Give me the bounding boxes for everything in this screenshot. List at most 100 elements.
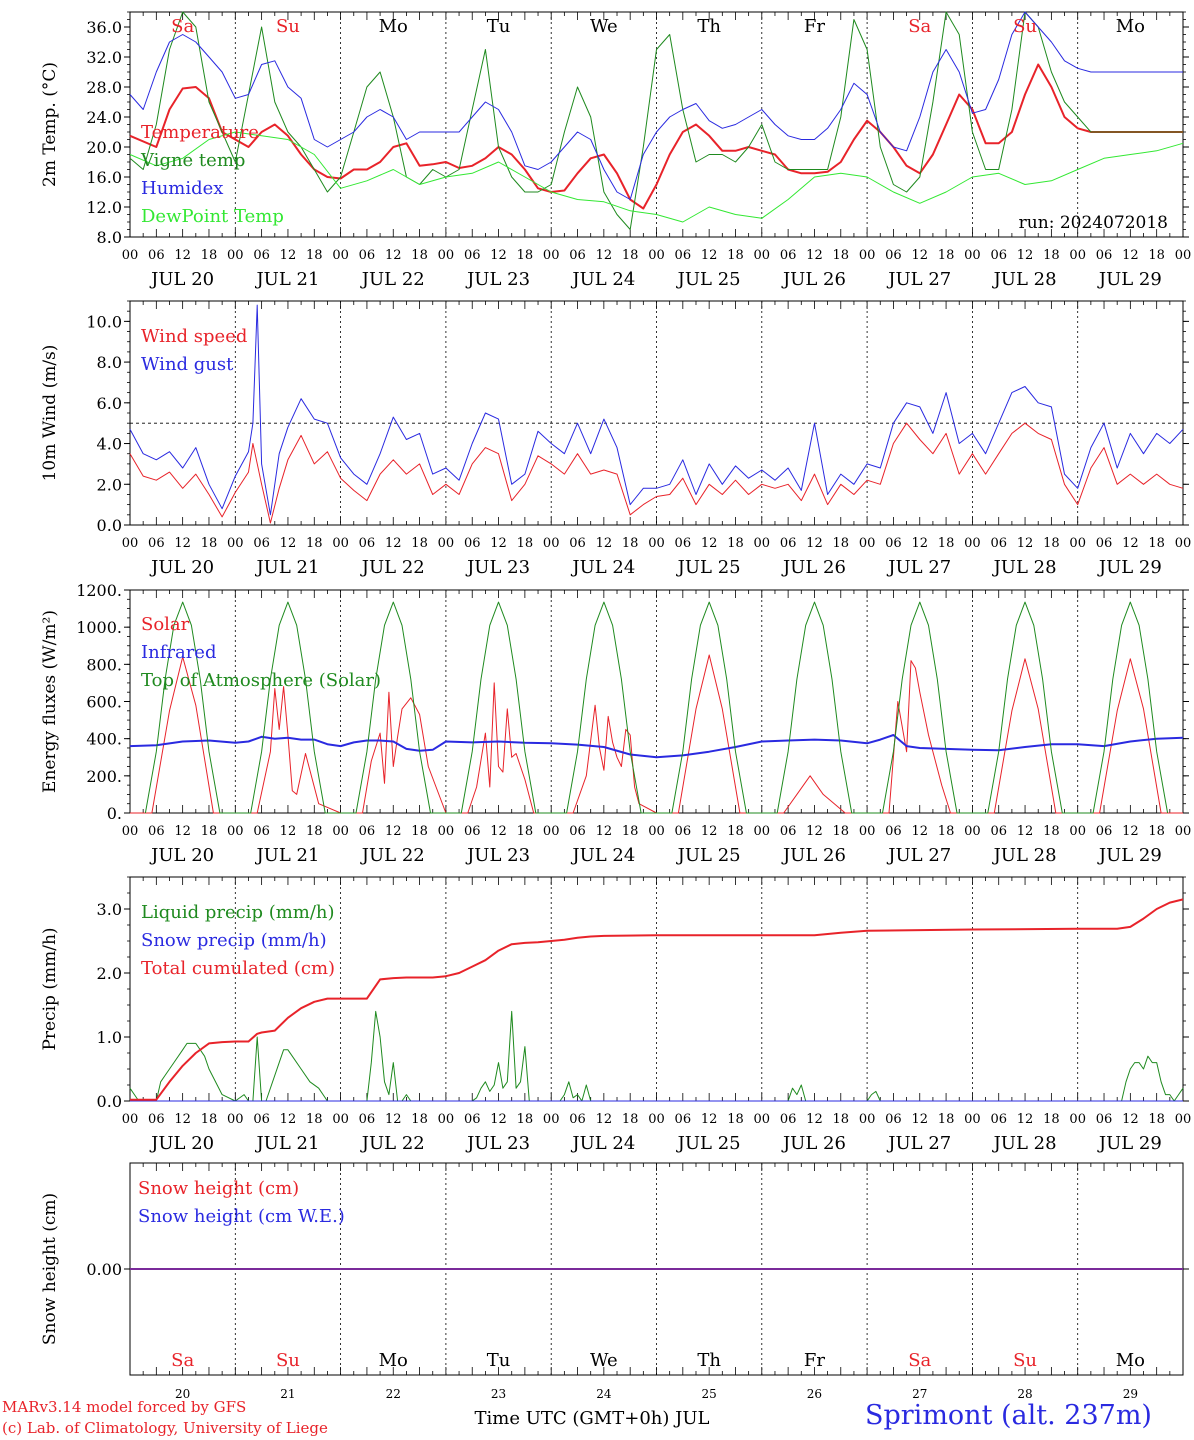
hour-tick-label: 06 xyxy=(990,248,1007,263)
hour-tick-label: 06 xyxy=(569,248,586,263)
hour-tick-label: 12 xyxy=(911,824,928,839)
hour-tick-label: 18 xyxy=(517,1112,534,1127)
hour-tick-label: 18 xyxy=(1148,824,1165,839)
hour-tick-label: 00 xyxy=(332,536,349,551)
hour-tick-label: 12 xyxy=(385,824,402,839)
legend-entry: Snow height (cm) xyxy=(138,1178,299,1199)
panel-4 xyxy=(124,876,1189,1102)
hour-tick-label: 00 xyxy=(964,824,981,839)
day-date-label: JUL 28 xyxy=(992,1133,1057,1154)
day-date-label: JUL 22 xyxy=(360,845,425,866)
y-tick-label: 32.0 xyxy=(86,48,122,67)
hour-tick-label: 06 xyxy=(885,248,902,263)
hour-tick-label: 00 xyxy=(754,536,771,551)
hour-tick-label: 06 xyxy=(885,824,902,839)
panel-5 xyxy=(124,1162,1189,1376)
hour-tick-label: 06 xyxy=(359,248,376,263)
hour-tick-label: 06 xyxy=(1096,536,1113,551)
weekday-label: We xyxy=(590,16,618,37)
y-tick-label: 10.0 xyxy=(86,312,122,331)
hour-tick-label: 00 xyxy=(964,1112,981,1127)
y-axis-title: Snow height (cm) xyxy=(40,1193,60,1345)
series-line-dewpoint-temp xyxy=(129,131,1184,223)
day-date-label: JUL 26 xyxy=(781,269,846,290)
weekday-label: Mo xyxy=(1116,16,1145,37)
hour-tick-label: 18 xyxy=(727,248,744,263)
hour-tick-label: 00 xyxy=(648,248,665,263)
legend-entry: Humidex xyxy=(141,178,223,199)
hour-tick-label: 06 xyxy=(885,536,902,551)
series-line-temperature xyxy=(129,63,1183,210)
hour-tick-label: 00 xyxy=(227,824,244,839)
series-line-humidex xyxy=(129,11,1183,200)
legend-entry: Solar xyxy=(141,614,190,635)
hour-tick-label: 06 xyxy=(253,1112,270,1127)
hour-tick-label: 00 xyxy=(1175,248,1192,263)
day-date-label: JUL 23 xyxy=(465,1133,530,1154)
hour-tick-label: 06 xyxy=(569,1112,586,1127)
y-tick-label: 4.0 xyxy=(97,435,122,454)
hour-tick-label: 12 xyxy=(1017,536,1034,551)
day-date-label: JUL 23 xyxy=(465,269,530,290)
hour-tick-label: 12 xyxy=(490,824,507,839)
hour-tick-label: 06 xyxy=(148,1112,165,1127)
hour-tick-label: 12 xyxy=(280,824,297,839)
hour-tick-label: 12 xyxy=(701,824,718,839)
hour-tick-label: 06 xyxy=(253,824,270,839)
legend-entry: Vigne temp xyxy=(140,150,245,171)
hour-tick-label: 18 xyxy=(201,536,218,551)
y-tick-label: 200. xyxy=(86,767,122,786)
hour-tick-label: 18 xyxy=(517,248,534,263)
day-date-label: JUL 20 xyxy=(149,1133,214,1154)
hour-tick-label: 12 xyxy=(174,248,191,263)
hour-tick-label: 18 xyxy=(1148,1112,1165,1127)
hour-tick-label: 12 xyxy=(1017,248,1034,263)
hour-tick-label: 00 xyxy=(227,248,244,263)
hour-tick-label: 00 xyxy=(332,1112,349,1127)
weekday-label: Sa xyxy=(171,16,194,37)
hour-tick-label: 06 xyxy=(885,1112,902,1127)
panel-1 xyxy=(124,11,1189,238)
hour-tick-label: 00 xyxy=(754,248,771,263)
day-number-label: 22 xyxy=(386,1387,401,1401)
day-date-label: JUL 20 xyxy=(149,269,214,290)
y-tick-label: 0.0 xyxy=(97,516,122,535)
hour-tick-label: 06 xyxy=(148,248,165,263)
hour-tick-label: 06 xyxy=(675,1112,692,1127)
hour-tick-label: 18 xyxy=(727,536,744,551)
weekday-label: Su xyxy=(1013,1350,1037,1371)
hour-tick-label: 18 xyxy=(1043,824,1060,839)
hour-tick-label: 06 xyxy=(569,824,586,839)
y-tick-label: 3.0 xyxy=(97,900,122,919)
hour-tick-label: 00 xyxy=(754,824,771,839)
day-date-label: JUL 26 xyxy=(781,845,846,866)
day-date-label: JUL 22 xyxy=(360,269,425,290)
hour-tick-label: 12 xyxy=(385,536,402,551)
hour-tick-label: 12 xyxy=(174,1112,191,1127)
hour-tick-label: 18 xyxy=(1043,1112,1060,1127)
hour-tick-label: 18 xyxy=(622,248,639,263)
hour-tick-label: 18 xyxy=(517,824,534,839)
hour-tick-label: 18 xyxy=(727,824,744,839)
hour-tick-label: 06 xyxy=(148,536,165,551)
hour-tick-label: 18 xyxy=(938,1112,955,1127)
day-number-label: 26 xyxy=(807,1387,822,1401)
hour-tick-label: 06 xyxy=(359,536,376,551)
day-date-label: JUL 24 xyxy=(570,557,635,578)
weekday-label: Sa xyxy=(908,16,931,37)
hour-tick-label: 12 xyxy=(806,248,823,263)
hour-tick-label: 00 xyxy=(964,536,981,551)
legend-entry: Temperature xyxy=(141,122,259,143)
series-line-wind-gust xyxy=(129,304,1184,516)
hour-tick-label: 00 xyxy=(1175,1112,1192,1127)
hour-tick-label: 18 xyxy=(201,248,218,263)
hour-tick-label: 18 xyxy=(622,536,639,551)
day-date-label: JUL 21 xyxy=(254,845,319,866)
hour-tick-label: 06 xyxy=(464,824,481,839)
y-axis-title: 2m Temp. (°C) xyxy=(40,62,60,187)
hour-tick-label: 12 xyxy=(806,1112,823,1127)
hour-tick-label: 06 xyxy=(359,1112,376,1127)
legend-entry: Infrared xyxy=(141,642,216,663)
hour-tick-label: 00 xyxy=(122,1112,139,1127)
day-date-label: JUL 28 xyxy=(992,557,1057,578)
